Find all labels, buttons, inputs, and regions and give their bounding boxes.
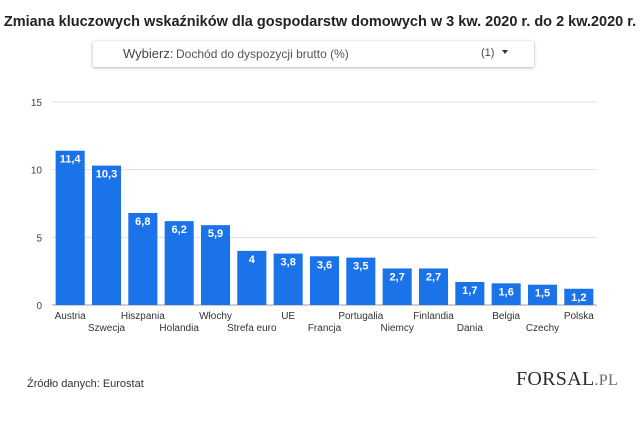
x-tick-label: Hiszpania	[121, 311, 165, 322]
bar	[564, 288, 594, 305]
data-label: 1,6	[499, 286, 514, 298]
logo-suffix: .PL	[594, 372, 619, 389]
bar	[382, 268, 412, 305]
x-tick-label: Niemcy	[380, 323, 413, 334]
x-tick-label: Włochy	[199, 311, 232, 322]
bar	[527, 284, 558, 305]
x-tick-label: Dania	[457, 323, 484, 334]
y-tick-label: 15	[31, 98, 43, 109]
bar-chart: 0 5 10 15 11,4 Austria 10,3 Szwecja 6,8 Hiszpania…	[31, 98, 597, 334]
data-label: 1,7	[462, 285, 477, 297]
bar	[128, 212, 158, 305]
x-tick-label: Finlandia	[413, 311, 454, 322]
x-tick-label: Strefa euro	[227, 323, 277, 334]
data-label: 3,5	[353, 261, 368, 273]
x-tick-label: Austria	[55, 311, 87, 322]
dropdown-selected-value: Dochód do dyspozycji brutto (%)	[176, 47, 349, 61]
data-label: 2,7	[426, 271, 441, 283]
x-tick-label: Belgia	[492, 311, 520, 322]
data-label: 6,8	[135, 216, 150, 228]
data-source-note: Źródło danych: Eurostat	[27, 378, 144, 390]
x-tick-label: Szwecja	[88, 323, 126, 334]
logo-main: FORSAL	[516, 368, 595, 390]
bar	[418, 268, 449, 305]
data-label: 1,2	[571, 292, 586, 304]
bar	[491, 283, 521, 305]
dropdown-label: Wybierz:	[123, 46, 174, 61]
forsal-logo: FORSAL.PL	[516, 368, 618, 391]
x-tick-label: Polska	[564, 311, 594, 322]
data-label: 5,9	[208, 228, 223, 240]
indicator-dropdown[interactable]: Wybierz: Dochód do dyspozycji brutto (%)…	[93, 41, 534, 67]
data-label: 10,3	[96, 169, 117, 181]
x-tick-label: Holandia	[159, 323, 199, 334]
chevron-down-icon[interactable]	[502, 50, 508, 54]
bar	[200, 225, 231, 305]
x-tick-label: UE	[281, 311, 295, 322]
data-label: 4	[249, 254, 256, 266]
dropdown-selection-count: (1)	[481, 47, 495, 59]
y-tick-label: 5	[36, 233, 42, 244]
bar	[164, 221, 194, 305]
x-tick-label: Portugalia	[338, 311, 383, 322]
bar	[91, 165, 122, 305]
y-tick-label: 10	[31, 166, 43, 177]
data-label: 3,6	[317, 259, 332, 271]
bar	[346, 257, 376, 305]
bar	[237, 250, 267, 305]
data-label: 6,2	[172, 224, 187, 236]
bar	[455, 281, 485, 305]
bar	[55, 150, 85, 305]
data-label: 11,4	[60, 154, 82, 166]
chart-title: Zmiana kluczowych wskaźników dla gospoda…	[3, 14, 637, 30]
bar	[273, 253, 303, 305]
y-tick-label: 0	[36, 301, 42, 312]
x-tick-label: Francja	[308, 323, 342, 334]
data-label: 2,7	[390, 271, 405, 283]
data-label: 1,5	[535, 288, 550, 300]
bar	[309, 256, 340, 305]
data-label: 3,8	[281, 257, 296, 269]
x-tick-label: Czechy	[526, 323, 559, 334]
